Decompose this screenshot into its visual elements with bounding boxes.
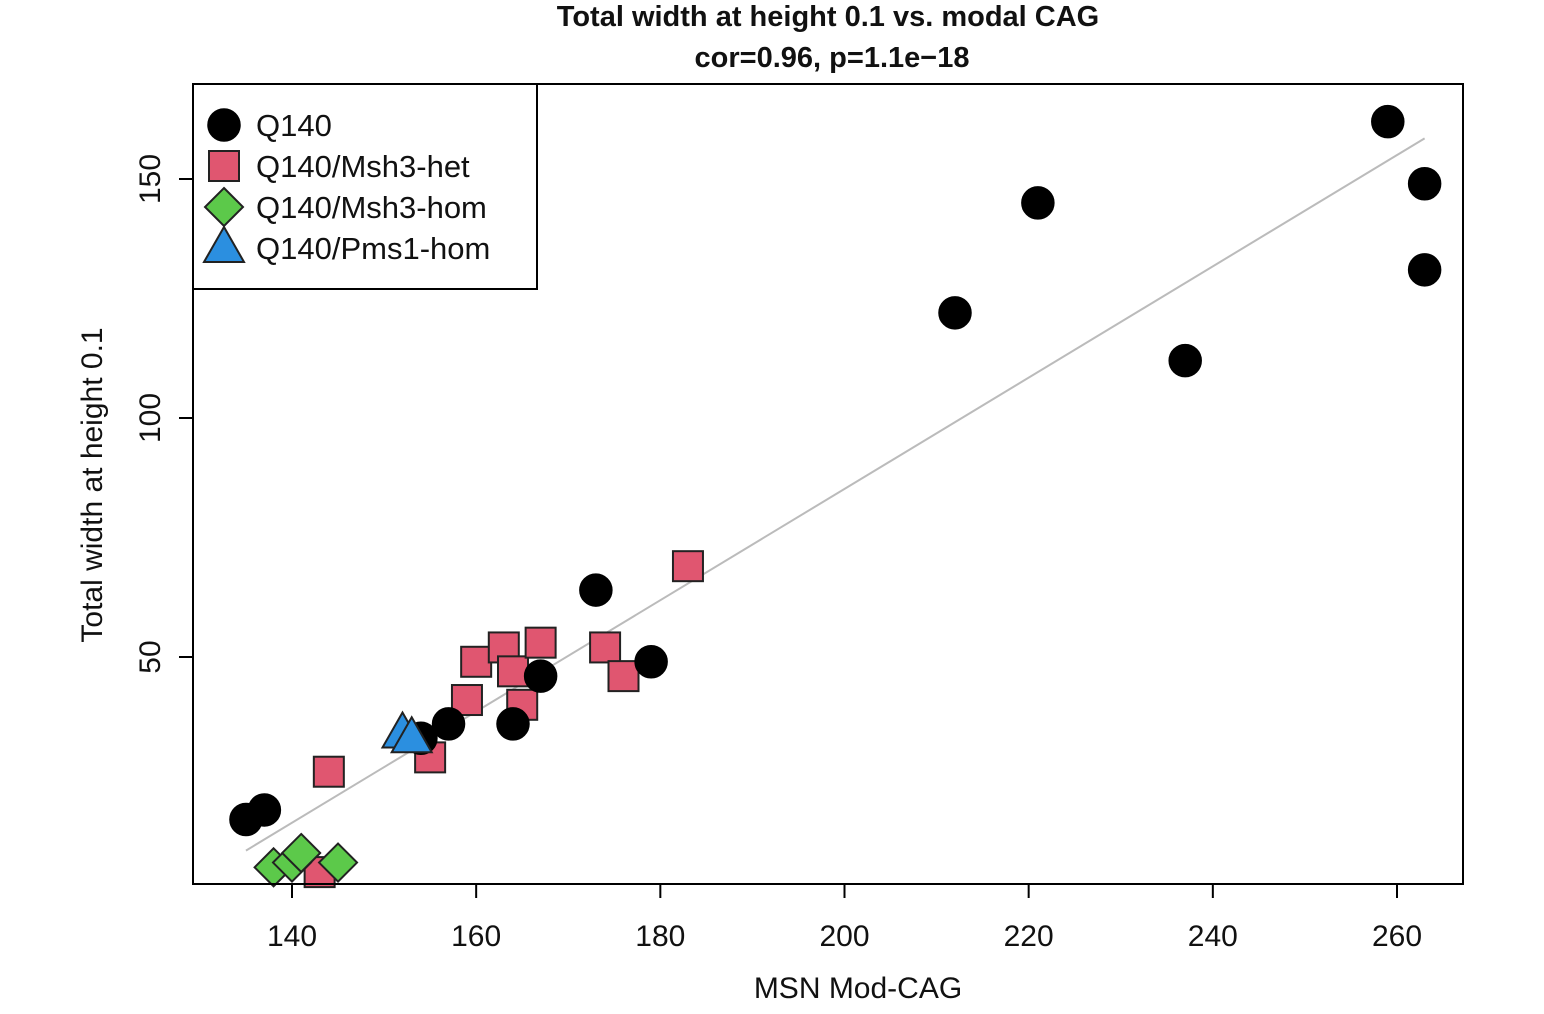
x-axis-label: MSN Mod-CAG: [754, 972, 962, 1005]
y-axis: 50 100 150: [134, 154, 193, 674]
point-circle: [1407, 253, 1442, 287]
point-circle: [496, 707, 530, 741]
y-axis-label: Total width at height 0.1: [76, 327, 109, 642]
legend-label: Q140/Msh3-het: [256, 149, 470, 184]
point-square: [460, 645, 493, 678]
chart-subtitle: cor=0.96, p=1.1e−18: [695, 42, 970, 74]
point-square: [312, 755, 345, 788]
point-triangle: [389, 715, 434, 754]
x-tick-label: 180: [635, 920, 685, 953]
legend-marker-circle: [207, 108, 241, 142]
point-circle: [1021, 186, 1055, 220]
x-axis: 140 160 180 200 220 240 260: [267, 884, 1422, 953]
data-points: [229, 104, 1442, 889]
plot-frame: [192, 83, 1464, 885]
point-circle: [634, 645, 668, 679]
point-diamond: [280, 832, 322, 874]
point-circle: [523, 659, 558, 693]
point-circle: [1371, 104, 1405, 139]
legend-label: Q140/Pms1-hom: [256, 231, 490, 266]
point-circle: [579, 573, 613, 607]
point-diamond: [317, 842, 359, 883]
point-square: [607, 660, 640, 693]
point-square: [589, 631, 622, 664]
point-circle: [247, 793, 282, 827]
point-circle: [1407, 167, 1442, 201]
x-tick-label: 200: [819, 920, 869, 953]
legend-marker-triangle: [202, 224, 246, 263]
x-tick-label: 260: [1372, 920, 1422, 953]
legend: Q140 Q140/Msh3-het Q140/Msh3-hom Q140/Pms1-…: [192, 83, 538, 290]
point-square: [671, 550, 704, 583]
legend-label: Q140: [256, 108, 332, 143]
x-tick-label: 160: [451, 920, 501, 953]
point-circle: [431, 707, 466, 741]
y-tick-label: 50: [134, 640, 167, 673]
x-tick-label: 220: [1004, 920, 1054, 953]
y-tick-label: 100: [134, 393, 167, 443]
x-tick-label: 140: [267, 920, 317, 953]
chart-title: Total width at height 0.1 vs. modal CAG: [557, 1, 1099, 33]
point-square: [497, 655, 529, 688]
x-tick-label: 240: [1188, 920, 1238, 953]
legend-label: Q140/Msh3-hom: [256, 190, 487, 225]
point-circle: [1168, 343, 1202, 378]
point-circle: [938, 296, 972, 330]
legend-marker-square: [208, 150, 240, 182]
y-tick-label: 150: [134, 154, 167, 204]
legend-box: [192, 83, 538, 290]
point-square: [524, 626, 557, 659]
